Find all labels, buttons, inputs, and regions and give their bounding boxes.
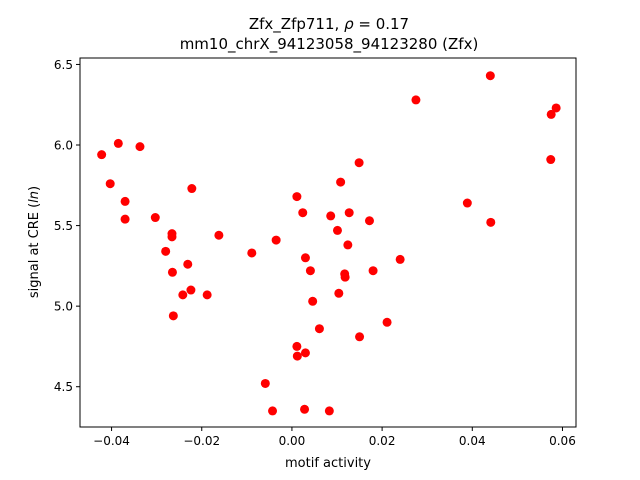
x-tick-label: −0.04 — [93, 434, 130, 448]
data-point — [314, 324, 324, 334]
data-points — [97, 71, 561, 416]
data-point — [355, 332, 365, 342]
data-point — [97, 150, 107, 160]
data-point — [343, 240, 353, 250]
data-point — [308, 296, 318, 306]
data-point — [186, 285, 196, 295]
plot-area-frame — [79, 57, 577, 428]
data-point — [326, 211, 336, 221]
data-point — [247, 248, 257, 258]
data-point — [113, 138, 123, 148]
data-point — [300, 253, 310, 263]
data-point — [411, 95, 421, 105]
data-point — [135, 142, 145, 152]
data-point — [551, 103, 561, 113]
chart-title-line1: Zfx_Zfp711, ρ = 0.17 — [249, 15, 409, 34]
data-point — [150, 213, 160, 223]
data-point — [300, 348, 310, 358]
data-point — [344, 208, 354, 218]
y-axis-label: signal at CRE (ln) — [27, 186, 42, 298]
data-point — [300, 404, 310, 414]
data-point — [183, 259, 193, 269]
data-point — [292, 192, 302, 202]
chart-title-line2: mm10_chrX_94123058_94123280 (Zfx) — [180, 35, 479, 54]
data-point — [364, 216, 374, 226]
x-axis-ticks: −0.04 −0.02 0.00 0.02 0.04 0.06 — [93, 427, 576, 448]
data-point — [324, 406, 334, 416]
data-point — [486, 217, 496, 227]
data-point — [292, 341, 302, 351]
data-point — [485, 71, 495, 81]
data-point — [260, 378, 270, 388]
data-point — [305, 266, 315, 276]
data-point — [271, 235, 281, 245]
x-axis-label: motif activity — [285, 456, 371, 471]
x-tick-label: 0.02 — [369, 434, 396, 448]
y-tick-label: 5.0 — [54, 300, 73, 314]
x-tick-label: 0.04 — [459, 434, 486, 448]
y-tick-label: 5.5 — [54, 219, 73, 233]
data-point — [340, 272, 350, 282]
y-tick-label: 4.5 — [54, 380, 73, 394]
data-point — [105, 179, 115, 189]
data-point — [187, 184, 197, 194]
data-point — [178, 290, 188, 300]
data-point — [462, 198, 472, 208]
data-point — [168, 311, 178, 321]
y-tick-label: 6.5 — [54, 58, 73, 72]
data-point — [268, 406, 278, 416]
data-point — [546, 109, 556, 119]
data-point — [332, 225, 342, 235]
data-point — [298, 208, 308, 218]
data-point — [120, 214, 130, 224]
x-tick-label: −0.02 — [183, 434, 220, 448]
data-point — [214, 230, 224, 240]
x-tick-label: 0.06 — [549, 434, 576, 448]
y-axis-ticks: 4.5 5.0 5.5 6.0 6.5 — [54, 58, 80, 394]
y-tick-label: 6.0 — [54, 139, 73, 153]
data-point — [202, 290, 212, 300]
x-tick-label: 0.00 — [279, 434, 306, 448]
data-point — [120, 196, 130, 206]
data-point — [395, 254, 405, 264]
data-point — [167, 232, 177, 242]
data-point — [336, 177, 346, 187]
data-point — [546, 155, 556, 165]
data-point — [382, 317, 392, 327]
data-point — [167, 267, 177, 277]
data-point — [292, 351, 302, 361]
data-point — [334, 288, 344, 298]
data-point — [161, 246, 171, 256]
data-point — [354, 158, 364, 168]
data-point — [368, 266, 378, 276]
